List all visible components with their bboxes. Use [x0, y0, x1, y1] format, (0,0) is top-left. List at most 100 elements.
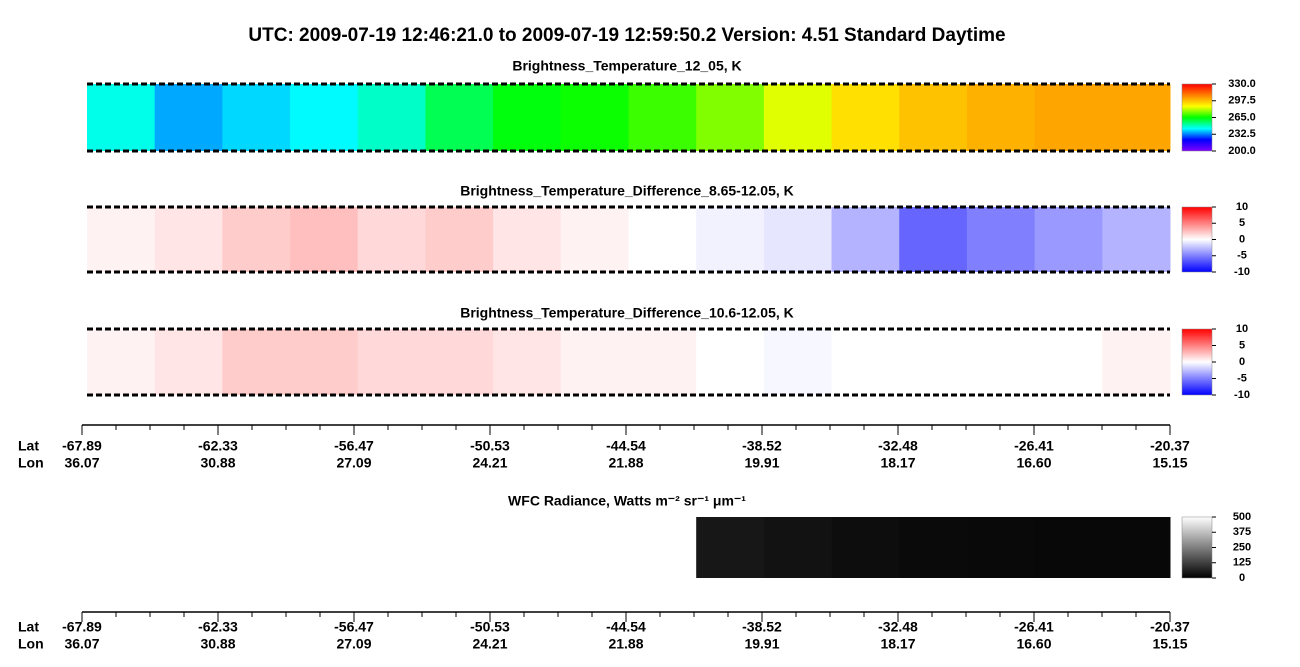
- heat-cell: [899, 207, 968, 272]
- colorbar-tick-label: 0: [1239, 572, 1245, 584]
- lon-label: Lon: [18, 636, 44, 652]
- lat-tick-label: -67.89: [62, 438, 102, 454]
- lat-tick-label: -62.33: [198, 619, 238, 635]
- colorbar-tick-label: -10: [1234, 389, 1250, 401]
- heat-cell: [1102, 207, 1171, 272]
- lon-tick-label: 16.60: [1016, 455, 1051, 471]
- heat-cell: [154, 329, 223, 395]
- colorbar-tick-label: 10: [1236, 323, 1248, 335]
- heat-cell: [1034, 84, 1103, 151]
- heat-cell: [696, 329, 765, 395]
- heat-cell: [696, 517, 765, 578]
- heat-cell: [628, 329, 697, 395]
- heat-cell: [560, 329, 629, 395]
- lon-tick-label: 27.09: [336, 455, 371, 471]
- heat-cell: [560, 207, 629, 272]
- heat-cell: [154, 207, 223, 272]
- lon-tick-label: 15.15: [1152, 455, 1187, 471]
- lat-tick-label: -20.37: [1150, 438, 1190, 454]
- heat-cell: [222, 329, 291, 395]
- lon-tick-label: 21.88: [608, 636, 643, 652]
- lon-tick-label: 15.15: [1152, 636, 1187, 652]
- heat-cell: [1102, 84, 1171, 151]
- lon-tick-label: 24.21: [472, 636, 507, 652]
- lat-tick-label: -50.53: [470, 619, 510, 635]
- heat-cell: [831, 329, 900, 395]
- lon-tick-label: 36.07: [64, 455, 99, 471]
- colorbar-tick-label: 297.5: [1228, 95, 1256, 107]
- colorbar-tick-label: 10: [1236, 201, 1248, 213]
- lon-tick-label: 18.17: [880, 455, 915, 471]
- lat-tick-label: -50.53: [470, 438, 510, 454]
- lat-tick-label: -32.48: [878, 619, 918, 635]
- lat-label: Lat: [18, 619, 39, 635]
- lat-tick-label: -44.54: [606, 438, 646, 454]
- lon-tick-label: 24.21: [472, 455, 507, 471]
- heat-cell: [966, 517, 1036, 578]
- heat-cell: [493, 84, 562, 151]
- lon-tick-label: 27.09: [336, 636, 371, 652]
- lon-tick-label: 30.88: [200, 636, 235, 652]
- heat-cell: [763, 84, 833, 151]
- heat-cell: [425, 329, 494, 395]
- lat-tick-label: -56.47: [334, 438, 374, 454]
- heat-cell: [1034, 329, 1103, 395]
- heat-cell: [222, 84, 291, 151]
- heat-cell: [831, 207, 900, 272]
- colorbar-tick-label: -5: [1237, 372, 1247, 384]
- heat-cell: [628, 84, 697, 151]
- panel-title: Brightness_Temperature_Difference_10.6-1…: [460, 305, 794, 321]
- heat-cell: [966, 84, 1036, 151]
- lat-label: Lat: [18, 438, 39, 454]
- colorbar-tick-label: 250: [1233, 541, 1251, 553]
- heat-cell: [899, 329, 968, 395]
- colorbar-tick-label: 5: [1239, 217, 1245, 229]
- lon-tick-label: 19.91: [744, 636, 779, 652]
- heat-cell: [763, 517, 833, 578]
- lat-tick-label: -38.52: [742, 438, 782, 454]
- colorbar: [1181, 83, 1213, 152]
- heat-cell: [1034, 517, 1103, 578]
- heat-cell: [831, 517, 900, 578]
- heat-cell: [966, 329, 1036, 395]
- lat-tick-label: -56.47: [334, 619, 374, 635]
- heat-cell: [425, 84, 494, 151]
- lon-tick-label: 18.17: [880, 636, 915, 652]
- colorbar-tick-label: 200.0: [1228, 145, 1256, 157]
- heat-cell: [154, 84, 223, 151]
- heat-cell: [696, 207, 765, 272]
- colorbar-tick-label: 125: [1233, 557, 1251, 569]
- heat-cell: [1034, 207, 1103, 272]
- colorbar-tick-label: 0: [1239, 356, 1245, 368]
- heat-cell: [290, 207, 359, 272]
- panel-title: Brightness_Temperature_12_05, K: [512, 58, 741, 74]
- lat-tick-label: -32.48: [878, 438, 918, 454]
- colorbar-tick-label: 500: [1233, 511, 1251, 523]
- lat-tick-label: -62.33: [198, 438, 238, 454]
- colorbar: [1181, 516, 1213, 579]
- heat-cell: [357, 329, 426, 395]
- colorbar-tick-label: 265.0: [1228, 111, 1256, 123]
- colorbar-tick-label: -5: [1237, 250, 1247, 262]
- heat-cell: [290, 84, 359, 151]
- lat-tick-label: -20.37: [1150, 619, 1190, 635]
- heat-cell: [425, 207, 494, 272]
- lon-tick-label: 36.07: [64, 636, 99, 652]
- colorbar-tick-label: -10: [1234, 266, 1250, 278]
- colorbar-tick-label: 0: [1239, 233, 1245, 245]
- heat-cell: [831, 84, 900, 151]
- heat-cell: [696, 84, 765, 151]
- heat-cell: [899, 84, 968, 151]
- lon-label: Lon: [18, 455, 44, 471]
- heat-cell: [966, 207, 1036, 272]
- heat-cell: [87, 84, 156, 151]
- lat-tick-label: -44.54: [606, 619, 646, 635]
- heat-cell: [560, 84, 629, 151]
- panel-title: WFC Radiance, Watts m⁻² sr⁻¹ μm⁻¹: [508, 493, 746, 509]
- heat-cell: [222, 207, 291, 272]
- heat-cell: [290, 329, 359, 395]
- lat-tick-label: -26.41: [1014, 438, 1054, 454]
- heat-cell: [493, 207, 562, 272]
- lon-tick-label: 19.91: [744, 455, 779, 471]
